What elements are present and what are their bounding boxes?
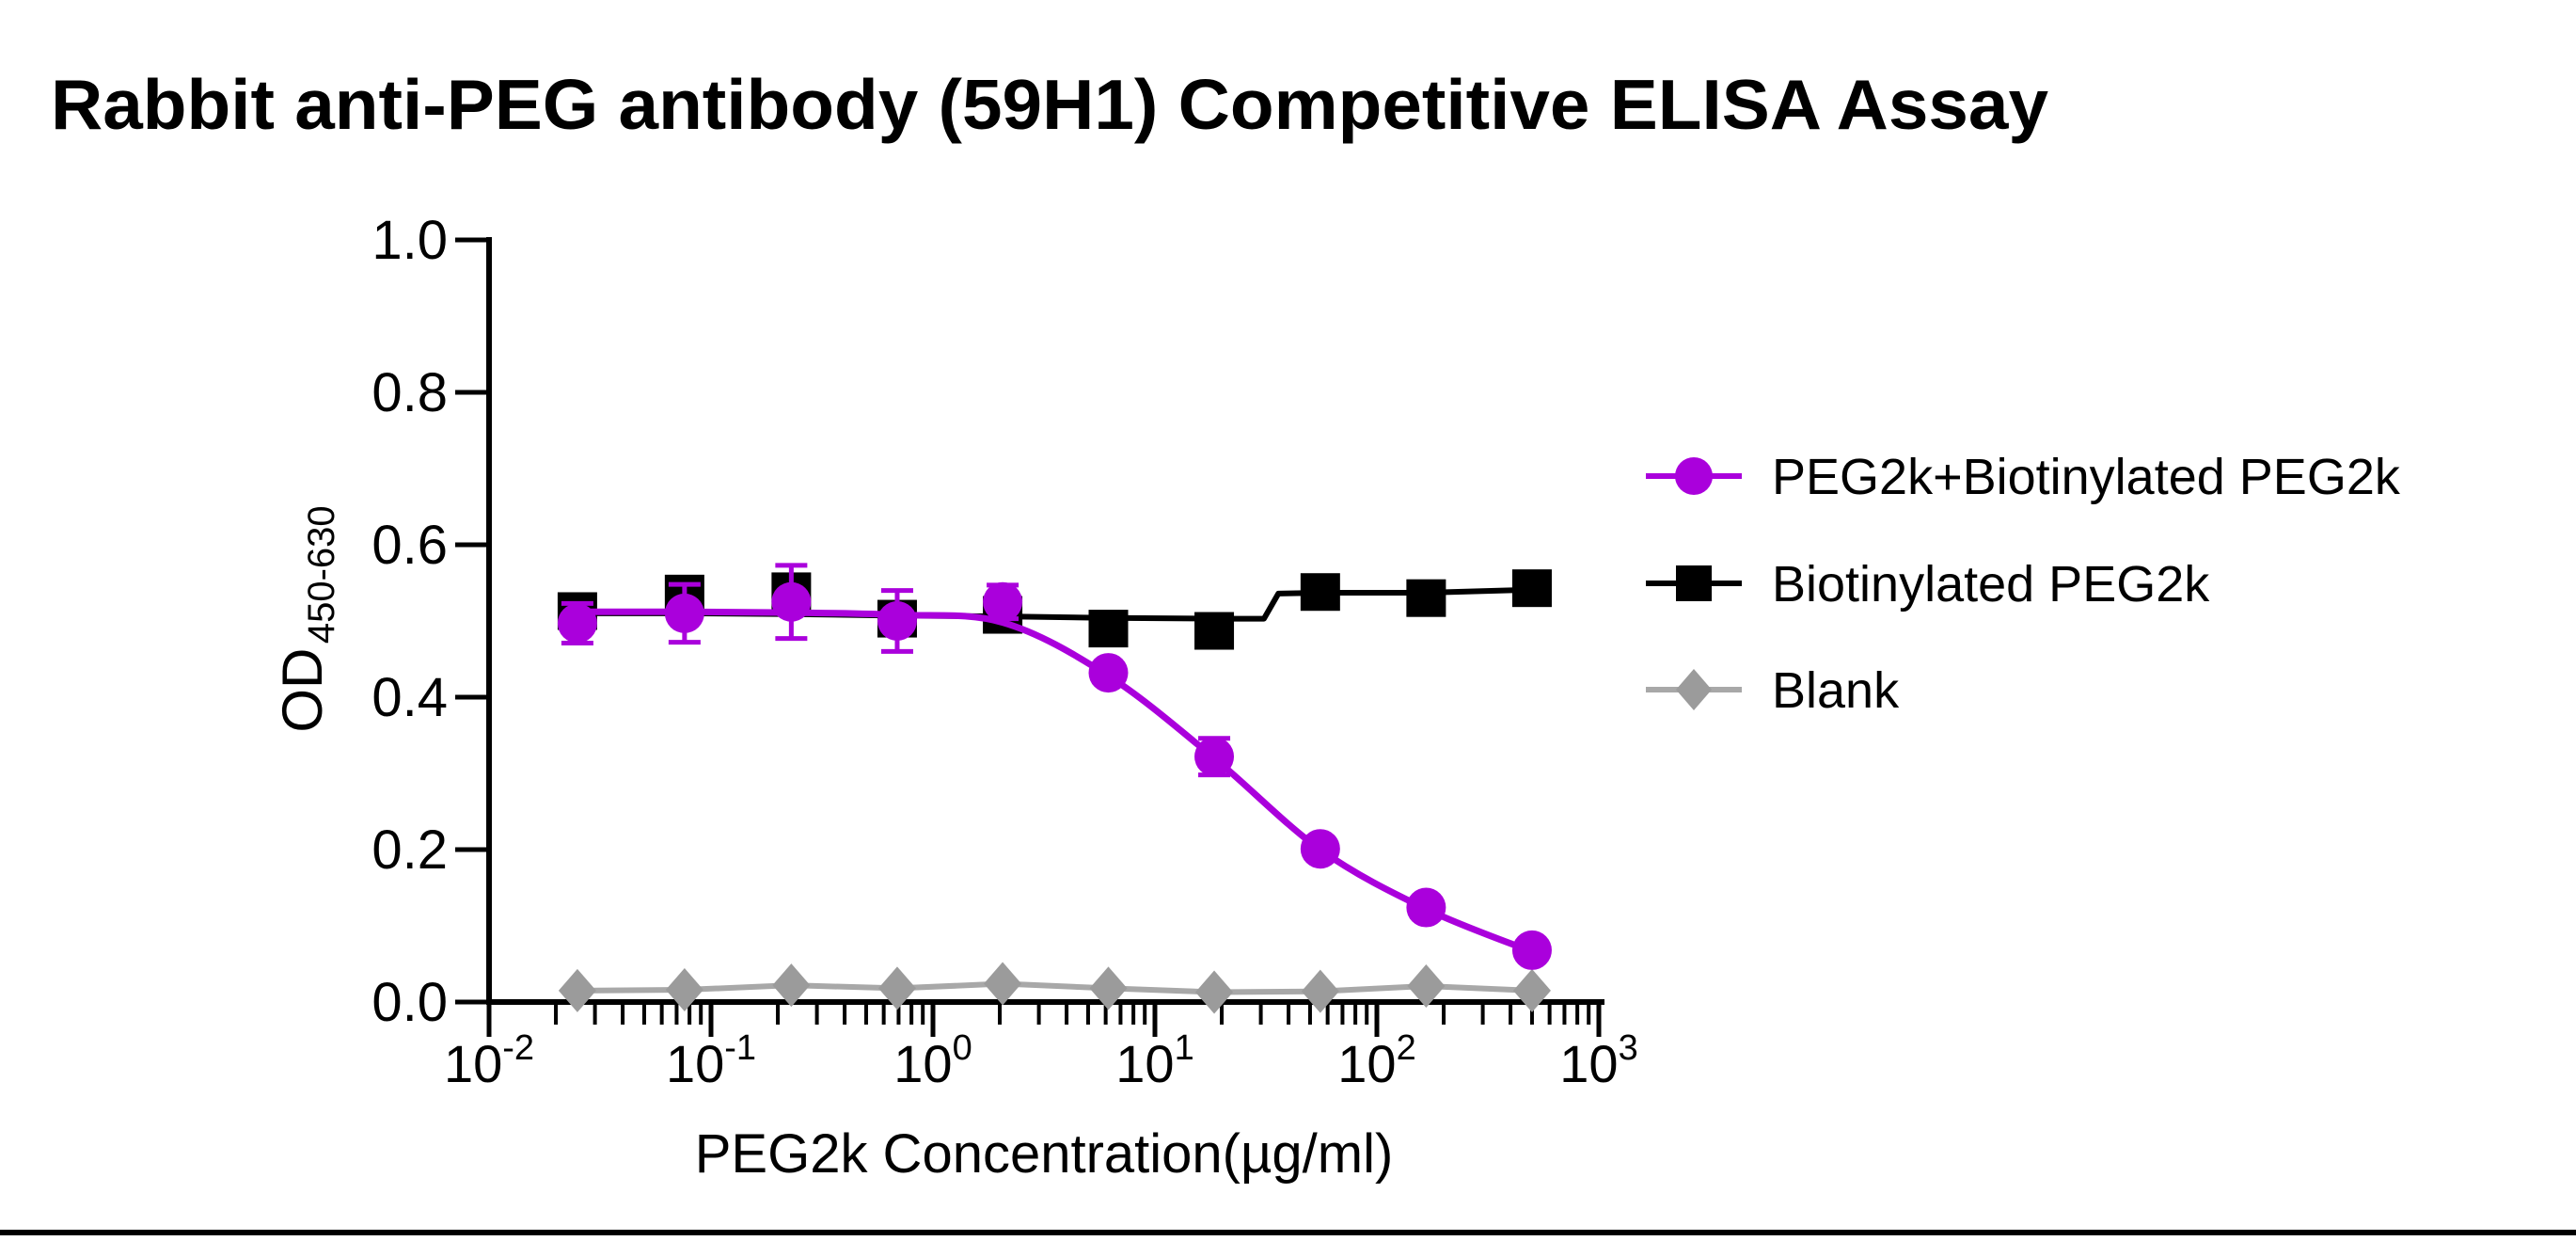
plot-area	[557, 563, 1552, 1014]
x-tick-base: 10	[1115, 1034, 1174, 1093]
y-tick-label: 0.6	[371, 515, 448, 576]
y-axis-label: OD 450-630	[271, 505, 342, 732]
biotinylated-data-point	[1088, 610, 1129, 648]
x-tick-exponent: -2	[502, 1028, 534, 1068]
x-tick-base: 10	[893, 1034, 952, 1093]
y-tick-label: 0.2	[371, 819, 448, 881]
competition-data-point	[1300, 829, 1340, 869]
competition-data-point	[664, 593, 704, 633]
biotinylated-data-point	[1511, 569, 1552, 608]
x-tick-label: 101	[1115, 1028, 1193, 1093]
blank-series-line	[577, 980, 1533, 995]
legend-label: Blank	[1772, 662, 1900, 719]
blank-data-point	[1195, 970, 1234, 1014]
legend-diamond-marker	[1676, 669, 1712, 710]
legend-entry: Blank	[1646, 662, 1900, 719]
x-tick-base: 10	[1337, 1034, 1396, 1093]
x-tick-base: 10	[666, 1034, 724, 1093]
x-tick-exponent: 3	[1619, 1028, 1638, 1068]
legend-label: PEG2k+Biotinylated PEG2k	[1772, 449, 2401, 505]
blank-data-point	[984, 962, 1022, 1006]
legend-entry: PEG2k+Biotinylated PEG2k	[1646, 449, 2401, 505]
legend-label: Biotinylated PEG2k	[1772, 556, 2210, 613]
competition-data-point	[1088, 653, 1129, 693]
blank-data-point	[558, 968, 596, 1012]
x-tick-label: 103	[1559, 1028, 1637, 1093]
x-tick-exponent: 0	[953, 1028, 972, 1068]
blank-data-point	[1512, 968, 1551, 1012]
blank-data-point	[665, 968, 703, 1012]
competition-fit-curve	[577, 608, 1534, 955]
competition-data-point	[983, 581, 1023, 622]
blank-data-point	[772, 963, 811, 1008]
blank-data-point	[1407, 963, 1446, 1008]
x-tick-exponent: 2	[1397, 1028, 1416, 1068]
x-tick-label: 10-2	[444, 1028, 534, 1093]
y-axis-label-main: OD	[271, 648, 334, 733]
chart-title: Rabbit anti-PEG antibody (59H1) Competit…	[51, 65, 2048, 144]
axes: 1.00.80.60.40.20.010-2 10-1 100 101 102 103	[371, 210, 1637, 1093]
y-tick-label: 0.0	[371, 972, 448, 1033]
legend-circle-marker	[1675, 457, 1713, 495]
competition-data-point	[557, 603, 597, 644]
legend-entry: Biotinylated PEG2k	[1646, 556, 2210, 613]
competition-data-point	[1511, 930, 1552, 970]
x-tick-base: 10	[444, 1034, 502, 1093]
competition-data-point	[771, 581, 812, 622]
y-axis-label-subscript: 450-630	[301, 505, 342, 644]
x-axis-label: PEG2k Concentration(µg/ml)	[695, 1123, 1394, 1185]
x-tick-base: 10	[1559, 1034, 1618, 1093]
competition-data-point	[877, 601, 917, 641]
biotinylated-data-point	[1406, 579, 1446, 617]
blank-data-point	[877, 966, 916, 1010]
biotinylated-data-point	[1300, 573, 1340, 612]
x-tick-exponent: 1	[1175, 1028, 1194, 1068]
y-tick-label: 0.8	[371, 362, 448, 423]
blank-data-point	[1089, 966, 1128, 1010]
competition-data-point	[1406, 887, 1446, 928]
x-tick-exponent: -1	[724, 1028, 756, 1068]
x-tick-label: 10-1	[666, 1028, 756, 1093]
legend-square-marker	[1676, 565, 1712, 601]
blank-data-point	[1301, 969, 1339, 1013]
bottom-border-line	[0, 1230, 2576, 1235]
competition-data-point	[1194, 737, 1235, 777]
x-tick-label: 102	[1337, 1028, 1415, 1093]
y-tick-label: 0.4	[371, 667, 448, 728]
x-tick-label: 100	[893, 1028, 972, 1093]
biotinylated-data-point	[1194, 612, 1235, 650]
legend: PEG2k+Biotinylated PEG2k Biotinylated PEG…	[1646, 449, 2401, 719]
y-tick-label: 1.0	[371, 210, 448, 271]
